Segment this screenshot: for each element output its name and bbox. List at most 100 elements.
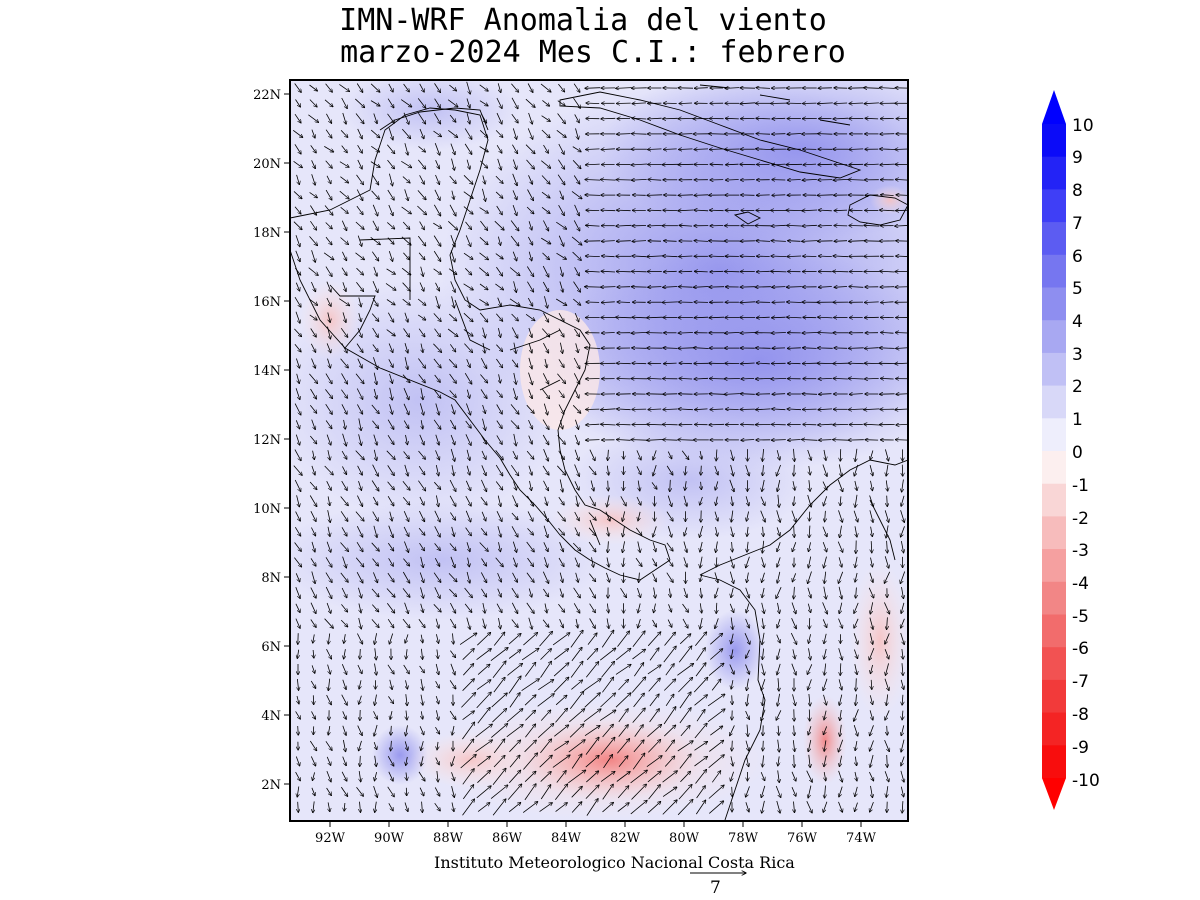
wind-vector [787,225,802,226]
wind-vector [386,299,395,305]
wind-vector [818,287,832,288]
wind-vector [572,160,581,168]
wind-vector [896,394,908,395]
wind-vector [495,253,503,259]
wind-vector [465,221,472,230]
wind-vector [403,252,409,260]
wind-vector [419,282,424,292]
wind-vector [339,190,349,199]
wind-vector [556,252,567,259]
wind-vector [340,176,348,183]
wind-vector [419,403,423,415]
wind-vector [370,100,380,106]
wind-vector [464,372,472,384]
wind-vector [880,149,895,150]
wind-vector [480,358,486,368]
wind-vector [325,389,332,398]
wind-vector [786,287,802,288]
wind-vector [356,343,363,353]
wind-vector [326,113,331,124]
wind-vector [755,378,771,379]
colorbar-label: -7 [1072,672,1089,692]
wind-vector [540,83,551,92]
map-title-line1: IMN-WRF Anomalia del viento [339,3,827,38]
wind-vector [648,287,662,288]
wind-vector [848,348,864,349]
wind-vector [479,84,489,91]
wind-vector [434,113,440,124]
wind-vector [387,189,394,200]
colorbar: 10 9 8 7 6 5 4 3 2 1 0 -1 -2 -3 -4 -5 -6… [1042,90,1100,810]
wind-vector [678,287,693,288]
wind-vector [481,435,487,445]
reference-vector-label: 7 [710,878,721,898]
wind-vector [342,282,346,291]
wind-vector [511,327,518,338]
wind-vector [357,159,362,169]
wind-vector [574,114,580,122]
colorbar-label: 4 [1072,312,1083,332]
colorbar-label: 9 [1072,148,1083,168]
wind-vector [435,282,440,291]
wind-vector [373,372,377,385]
wind-vector [373,388,377,399]
wind-vector [310,343,315,353]
wind-vector [540,237,551,244]
wind-vector [449,204,456,216]
wind-vector [802,225,817,226]
wind-vector [573,281,581,293]
wind-vector [341,389,347,399]
wind-vector [512,251,517,261]
wind-vector [724,332,740,333]
wind-vector [386,329,396,336]
wind-vector [326,434,331,446]
wind-vector [341,373,348,384]
wind-vector [466,159,470,170]
wind-vector [387,159,395,169]
wind-vector [294,296,301,307]
wind-vector [740,302,756,303]
wind-vector [372,420,378,429]
wind-vector [447,328,458,337]
wind-vector [309,314,317,320]
wind-vector [542,100,549,106]
wind-vector [511,113,518,123]
wind-vector [420,266,424,277]
wind-vector [340,237,349,245]
wind-vector [309,373,317,384]
wind-vector [449,373,457,383]
wind-vector [541,328,549,337]
wind-vector [483,175,485,185]
wind-vector [679,225,693,226]
lat-label: 4N [261,709,281,724]
wind-vector [326,297,331,306]
wind-vector [575,343,579,352]
wind-vector [371,404,379,414]
wind-vector [480,160,487,168]
wind-vector [864,103,879,104]
colorbar-bottom-triangle [1042,778,1066,810]
wind-vector [496,420,502,429]
wind-vector [864,88,880,89]
wind-vector [463,191,473,199]
wind-vector [433,235,441,247]
wind-vector [370,236,381,244]
wind-vector [417,314,426,320]
wind-vector [355,373,364,384]
colorbar-segment [1042,418,1066,452]
wind-vector [616,241,631,242]
wind-vector [499,374,501,383]
wind-vector [834,287,848,288]
wind-vector [310,220,316,230]
wind-vector [464,343,472,353]
lon-label: 82W [610,831,641,846]
wind-vector [341,220,346,231]
wind-vector [512,159,516,170]
wind-vector [310,388,317,399]
wind-vector [617,302,631,303]
wind-vector [558,159,564,170]
wind-vector [401,267,411,275]
wind-vector [372,204,378,216]
wind-vector [510,420,519,429]
wind-vector [573,97,581,108]
